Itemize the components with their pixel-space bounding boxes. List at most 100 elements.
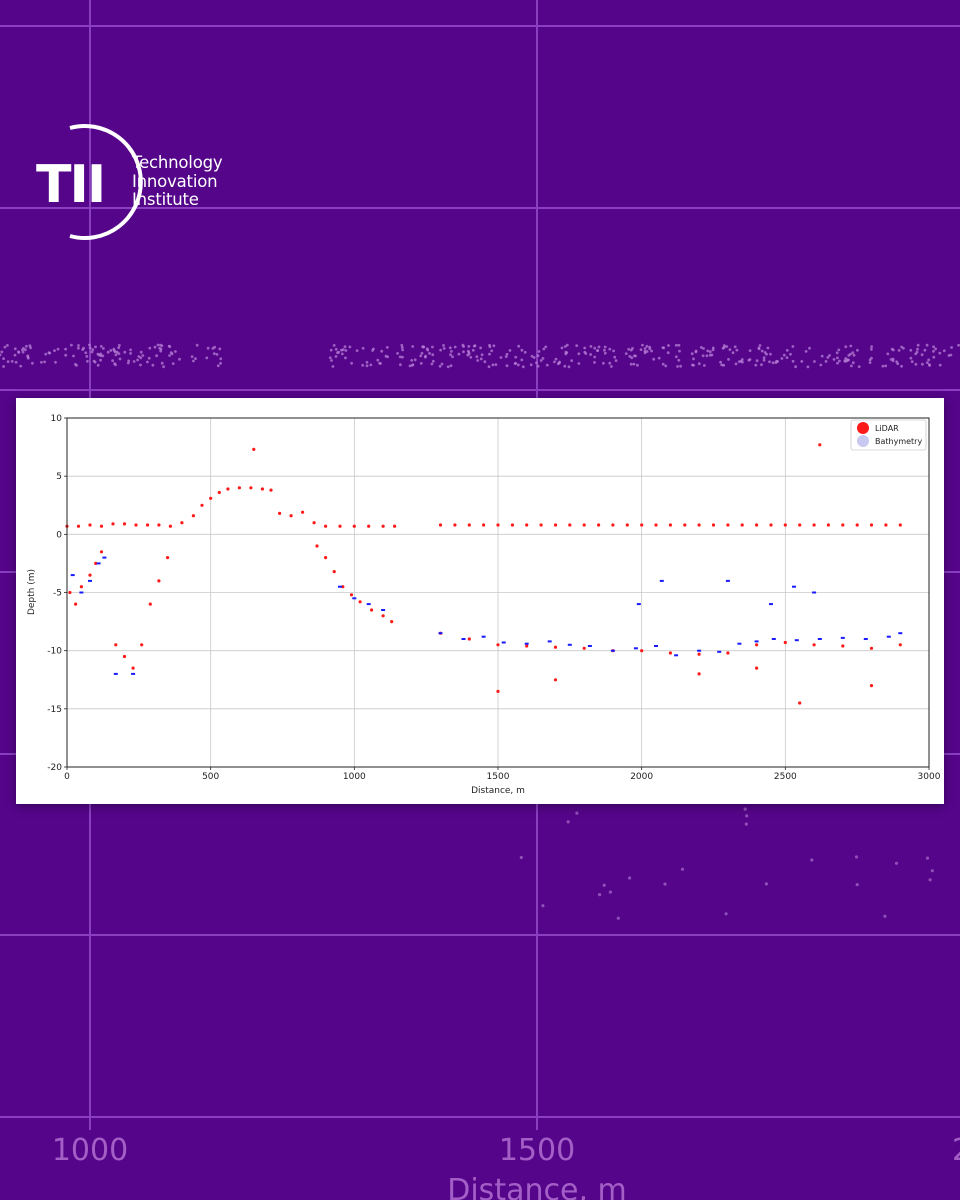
bathymetry-point <box>461 638 466 640</box>
background-point <box>448 346 452 350</box>
background-point <box>934 347 937 351</box>
background-point <box>720 363 724 367</box>
background-point <box>72 354 75 358</box>
background-point <box>340 352 344 356</box>
bathymetry-point <box>717 650 722 653</box>
lidar-point <box>94 561 98 565</box>
background-point <box>155 354 159 358</box>
lidar-point <box>898 523 902 527</box>
lidar-point <box>209 496 213 500</box>
background-point <box>628 876 632 880</box>
background-point <box>96 363 100 367</box>
background-point <box>603 345 607 349</box>
background-point <box>775 359 778 363</box>
legend-label-bathymetry: Bathymetry <box>875 437 922 446</box>
background-point <box>727 358 730 361</box>
background-point <box>111 359 114 362</box>
bathymetry-point <box>769 603 773 606</box>
background-point <box>701 354 705 358</box>
background-point <box>70 343 73 347</box>
background-point <box>400 346 404 349</box>
lidar-point <box>841 523 845 527</box>
logo-line: Innovation <box>132 171 218 191</box>
background-point <box>442 347 446 350</box>
background-point <box>757 347 761 351</box>
background-point <box>536 354 540 358</box>
background-point <box>645 344 649 348</box>
background-point <box>123 350 127 354</box>
logo-line: Institute <box>132 190 199 209</box>
lidar-point <box>553 645 558 649</box>
y-tick-label: -5 <box>53 589 62 599</box>
background-point <box>379 362 382 365</box>
background-point <box>462 350 465 354</box>
background-point <box>449 364 453 368</box>
background-point <box>930 869 934 873</box>
background-point <box>28 344 32 348</box>
background-point <box>53 349 56 352</box>
background-point <box>109 349 113 352</box>
background-point <box>636 363 639 367</box>
background-point <box>824 360 828 363</box>
background-point <box>132 360 136 363</box>
bathymetry-point <box>654 645 658 647</box>
background-point <box>785 349 789 352</box>
bathymetry-point <box>113 672 118 675</box>
lidar-point <box>134 523 138 527</box>
background-point <box>88 343 91 347</box>
background-point <box>612 349 615 353</box>
lidar-point <box>697 672 701 676</box>
background-point <box>598 893 602 897</box>
lidar-point <box>381 524 385 528</box>
background-point <box>895 360 899 364</box>
lidar-point <box>496 643 500 647</box>
bathymetry-point <box>754 640 759 643</box>
background-point <box>870 356 873 360</box>
background-point <box>740 358 744 361</box>
background-point <box>162 365 166 369</box>
background-point <box>494 363 498 366</box>
background-point <box>171 362 175 365</box>
background-point <box>431 353 435 357</box>
background-point <box>870 347 873 351</box>
background-point <box>440 362 444 366</box>
background-point <box>667 344 670 347</box>
background-point <box>743 807 747 811</box>
background-point <box>567 365 571 369</box>
background-point <box>664 364 668 368</box>
background-point <box>554 357 558 361</box>
background-point <box>921 362 924 366</box>
background-point <box>928 878 932 882</box>
lidar-point <box>855 523 859 527</box>
background-point <box>957 343 960 347</box>
background-point <box>566 820 570 824</box>
bathymetry-point <box>79 591 84 594</box>
background-point <box>745 814 749 818</box>
background-point <box>82 346 85 350</box>
background-point <box>26 354 30 358</box>
background-point <box>491 363 495 367</box>
background-point <box>21 348 24 352</box>
background-point <box>808 346 811 350</box>
background-point <box>692 357 695 361</box>
background-point <box>483 360 487 364</box>
background-point <box>535 361 538 365</box>
background-point <box>754 363 758 367</box>
background-point <box>545 363 549 367</box>
background-point <box>596 349 599 352</box>
background-point <box>883 914 887 918</box>
background-point <box>657 356 661 360</box>
background-point <box>361 346 365 350</box>
background-point <box>813 360 816 363</box>
background-point <box>523 350 527 354</box>
background-point <box>471 348 475 352</box>
background-point <box>117 346 121 349</box>
background-point <box>851 351 855 354</box>
background-point <box>800 360 804 363</box>
bathymetry-point <box>812 591 817 594</box>
background-point <box>539 359 543 362</box>
background-point <box>112 347 116 351</box>
background-point <box>584 352 588 355</box>
lidar-point <box>496 689 500 693</box>
background-point <box>847 358 850 362</box>
